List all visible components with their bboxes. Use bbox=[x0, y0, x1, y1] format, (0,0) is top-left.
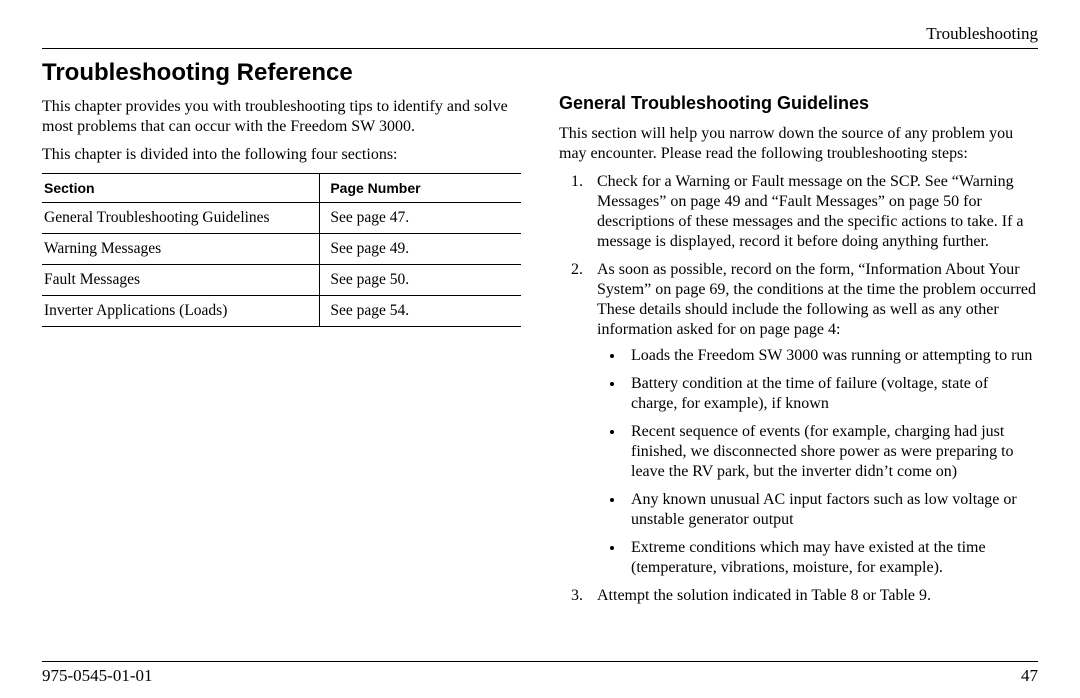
table-row: Inverter Applications (Loads) See page 5… bbox=[42, 296, 521, 327]
left-column: Troubleshooting Reference This chapter p… bbox=[42, 59, 521, 614]
step-text: Check for a Warning or Fault message on … bbox=[597, 173, 1024, 250]
cell-section: Warning Messages bbox=[42, 234, 320, 265]
bullet-item: Recent sequence of events (for example, … bbox=[625, 422, 1038, 482]
cell-page: See page 47. bbox=[320, 203, 521, 234]
subsection-intro: This section will help you narrow down t… bbox=[559, 124, 1038, 164]
table-row: Warning Messages See page 49. bbox=[42, 234, 521, 265]
cell-page: See page 54. bbox=[320, 296, 521, 327]
cell-page: See page 49. bbox=[320, 234, 521, 265]
page-footer: 975-0545-01-01 47 bbox=[42, 666, 1038, 686]
table-row: General Troubleshooting Guidelines See p… bbox=[42, 203, 521, 234]
col-header-page: Page Number bbox=[320, 174, 521, 203]
col-header-section: Section bbox=[42, 174, 320, 203]
step-item: Check for a Warning or Fault message on … bbox=[587, 172, 1038, 252]
detail-bullets: Loads the Freedom SW 3000 was running or… bbox=[597, 346, 1038, 578]
top-rule bbox=[42, 48, 1038, 49]
step-item: As soon as possible, record on the form,… bbox=[587, 260, 1038, 578]
step-item: Attempt the solution indicated in Table … bbox=[587, 586, 1038, 606]
bullet-item: Extreme conditions which may have existe… bbox=[625, 538, 1038, 578]
intro-paragraph-2: This chapter is divided into the followi… bbox=[42, 145, 521, 165]
table-header-row: Section Page Number bbox=[42, 174, 521, 203]
page-number: 47 bbox=[1021, 666, 1038, 686]
bullet-item: Battery condition at the time of failure… bbox=[625, 374, 1038, 414]
cell-section: Fault Messages bbox=[42, 265, 320, 296]
step-text: As soon as possible, record on the form,… bbox=[597, 261, 1036, 338]
cell-section: General Troubleshooting Guidelines bbox=[42, 203, 320, 234]
content-columns: Troubleshooting Reference This chapter p… bbox=[42, 59, 1038, 614]
sections-table: Section Page Number General Troubleshoot… bbox=[42, 173, 521, 327]
page: Troubleshooting Troubleshooting Referenc… bbox=[0, 0, 1080, 698]
page-title: Troubleshooting Reference bbox=[42, 59, 521, 87]
intro-paragraph-1: This chapter provides you with troublesh… bbox=[42, 97, 521, 137]
troubleshooting-steps: Check for a Warning or Fault message on … bbox=[559, 172, 1038, 606]
cell-section: Inverter Applications (Loads) bbox=[42, 296, 320, 327]
step-text: Attempt the solution indicated in Table … bbox=[597, 587, 931, 604]
table-row: Fault Messages See page 50. bbox=[42, 265, 521, 296]
subsection-title: General Troubleshooting Guidelines bbox=[559, 93, 1038, 114]
running-head: Troubleshooting bbox=[42, 24, 1038, 44]
cell-page: See page 50. bbox=[320, 265, 521, 296]
bullet-item: Any known unusual AC input factors such … bbox=[625, 490, 1038, 530]
right-column: General Troubleshooting Guidelines This … bbox=[559, 59, 1038, 614]
doc-number: 975-0545-01-01 bbox=[42, 666, 152, 686]
bottom-rule bbox=[42, 661, 1038, 662]
bullet-item: Loads the Freedom SW 3000 was running or… bbox=[625, 346, 1038, 366]
